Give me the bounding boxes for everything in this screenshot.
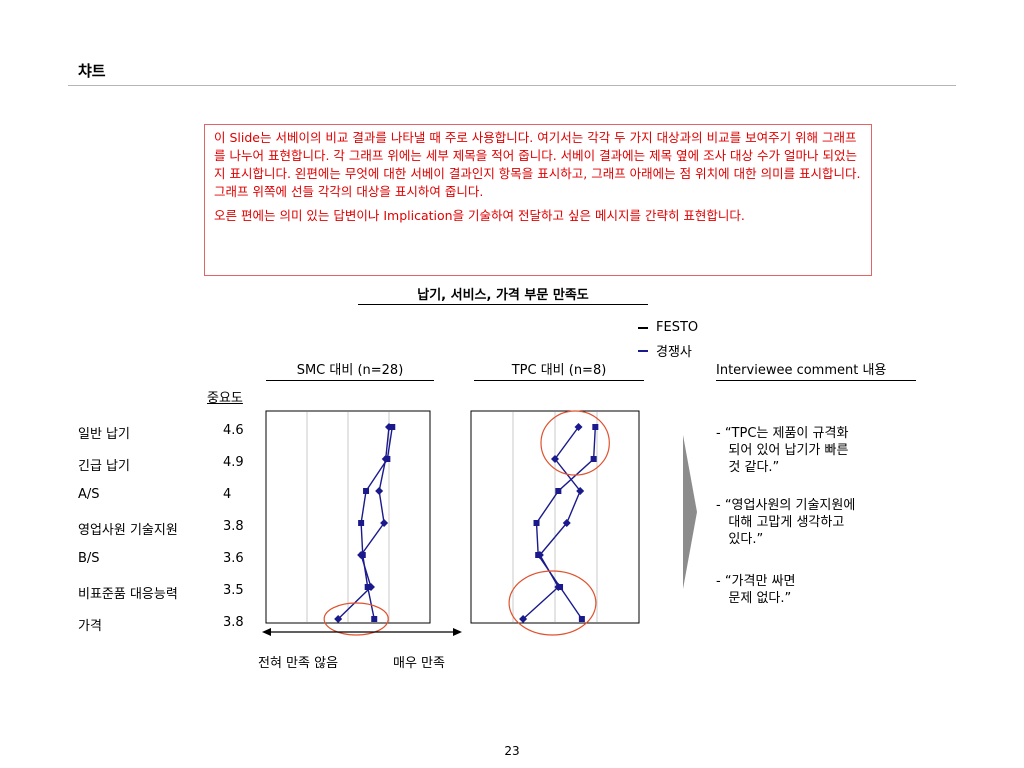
panel-title-tpc: TPC 대비 (n=8) bbox=[511, 363, 607, 378]
legend-label-festo: FESTO bbox=[656, 320, 699, 335]
data-point-diamond bbox=[375, 487, 384, 495]
implication-arrow-icon bbox=[683, 435, 697, 589]
comment-item: - “영업사원의 기술지원에 대해 고맙게 생각하고 있다.” bbox=[716, 497, 855, 548]
chart-title-underline bbox=[358, 304, 648, 305]
category-label: 가격 bbox=[78, 619, 102, 634]
data-point-diamond bbox=[562, 519, 571, 527]
scale-right-arrow-icon bbox=[453, 628, 462, 636]
comment-line: - “영업사원의 기술지원에 bbox=[716, 498, 856, 513]
legend-swatch-festo bbox=[638, 326, 648, 329]
importance-value: 3.8 bbox=[223, 615, 244, 630]
data-point-square bbox=[533, 520, 540, 526]
data-point-square bbox=[363, 488, 370, 494]
chart-title: 납기, 서비스, 가격 부문 만족도 bbox=[417, 288, 589, 303]
panel-rule-smc bbox=[266, 380, 434, 381]
data-point-diamond bbox=[366, 583, 375, 591]
data-point-diamond bbox=[357, 551, 366, 559]
legend-label-competitor: 경쟁사 bbox=[656, 345, 692, 360]
data-point-square bbox=[555, 488, 562, 494]
comments-title-rule bbox=[716, 380, 916, 381]
data-point-diamond bbox=[381, 455, 390, 463]
comment-line: 것 같다.” bbox=[716, 460, 780, 475]
importance-value: 3.5 bbox=[223, 583, 244, 598]
slide-title: 챠트 bbox=[78, 62, 106, 80]
page-number: 23 bbox=[504, 744, 520, 758]
scale-label-right: 매우 만족 bbox=[393, 656, 445, 671]
category-label: A/S bbox=[78, 487, 100, 502]
data-point-square bbox=[592, 424, 599, 430]
importance-value: 4.6 bbox=[223, 423, 244, 438]
data-point-square bbox=[358, 520, 365, 526]
legend-item-competitor: 경쟁사 bbox=[638, 341, 692, 360]
panel-rule-tpc bbox=[474, 380, 644, 381]
importance-value: 4 bbox=[223, 487, 232, 502]
importance-value: 3.8 bbox=[223, 519, 244, 534]
importance-header: 중요도 bbox=[207, 391, 243, 406]
legend-swatch-competitor bbox=[638, 349, 648, 352]
comment-line: 있다.” bbox=[716, 532, 764, 547]
comment-line: 대해 고맙게 생각하고 bbox=[716, 515, 845, 530]
note-paragraph-2: 오른 편에는 의미 있는 답변이나 Implication을 기술하여 전달하고… bbox=[214, 208, 745, 223]
importance-value: 4.9 bbox=[223, 455, 244, 470]
data-point-diamond bbox=[535, 551, 544, 559]
data-point-diamond bbox=[576, 487, 585, 495]
highlight-circle bbox=[508, 570, 597, 636]
panel-title-smc: SMC 대비 (n=28) bbox=[296, 363, 404, 378]
highlight-circle bbox=[323, 602, 389, 636]
importance-value: 3.6 bbox=[223, 551, 244, 566]
category-label: 긴급 납기 bbox=[78, 459, 130, 474]
data-point-square bbox=[590, 456, 597, 462]
comment-line: - “가격만 싸면 bbox=[716, 574, 796, 589]
data-point-diamond bbox=[380, 519, 389, 527]
scale-left-arrow-icon bbox=[262, 628, 271, 636]
comment-line: 되어 있어 납기가 빠른 bbox=[716, 443, 849, 458]
category-label: 일반 납기 bbox=[78, 427, 130, 442]
comment-line: 문제 없다.” bbox=[716, 591, 792, 606]
comment-item: - “가격만 싸면 문제 없다.” bbox=[716, 573, 796, 607]
data-point-diamond bbox=[385, 423, 393, 431]
data-point-diamond bbox=[551, 455, 559, 463]
title-divider bbox=[68, 85, 956, 86]
note-paragraph-1: 이 Slide는 서베이의 비교 결과를 나타낼 때 주로 사용합니다. 여기서… bbox=[214, 130, 861, 199]
category-label: 영업사원 기술지원 bbox=[78, 523, 178, 538]
data-point-square bbox=[578, 616, 585, 622]
data-point-diamond bbox=[554, 583, 563, 591]
highlight-circle bbox=[540, 410, 610, 476]
data-point-diamond bbox=[574, 423, 583, 431]
category-label: 비표준품 대응능력 bbox=[78, 587, 178, 602]
data-point-square bbox=[371, 616, 378, 622]
instruction-note-box: 이 Slide는 서베이의 비교 결과를 나타낼 때 주로 사용합니다. 여기서… bbox=[204, 124, 872, 276]
data-point-diamond bbox=[519, 615, 528, 623]
legend-item-festo: FESTO bbox=[638, 320, 698, 335]
category-label: B/S bbox=[78, 551, 100, 566]
comment-item: - “TPC는 제품이 규격화 되어 있어 납기가 빠른 것 같다.” bbox=[716, 425, 848, 476]
comment-line: - “TPC는 제품이 규격화 bbox=[716, 426, 849, 441]
scale-label-left: 전혀 만족 않음 bbox=[258, 656, 339, 671]
data-point-diamond bbox=[334, 615, 343, 623]
comments-title: Interviewee comment 내용 bbox=[716, 363, 887, 378]
